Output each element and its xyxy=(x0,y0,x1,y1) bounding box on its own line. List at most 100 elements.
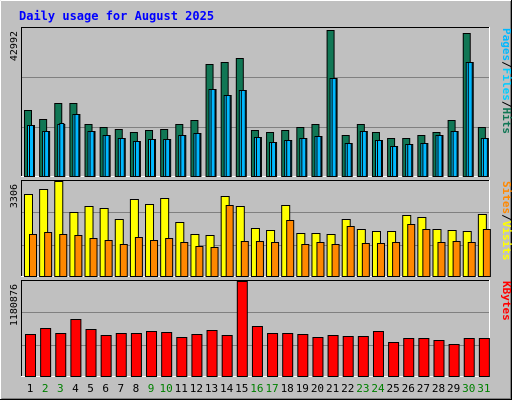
kbytes-bar xyxy=(312,337,324,377)
day-label: 7 xyxy=(117,382,124,395)
sites-bar xyxy=(331,244,340,277)
day-label: 17 xyxy=(265,382,278,395)
day-label: 4 xyxy=(72,382,79,395)
kbytes-bar xyxy=(433,340,445,377)
day-label: 20 xyxy=(311,382,324,395)
day-label: 6 xyxy=(102,382,109,395)
kbytes-bar xyxy=(388,342,400,377)
pages-bar xyxy=(195,133,201,177)
day-label: 27 xyxy=(417,382,430,395)
day-label: 31 xyxy=(477,382,490,395)
kbytes-bar xyxy=(342,336,354,377)
visits-sites-max-label: 3306 xyxy=(9,184,20,208)
sites-bar xyxy=(316,242,325,277)
pages-bar xyxy=(392,146,398,177)
kbytes-bar xyxy=(115,333,127,377)
day-label: 2 xyxy=(42,382,49,395)
kbytes-bar xyxy=(448,344,460,377)
day-label: 9 xyxy=(148,382,155,395)
visits-bar xyxy=(160,198,170,277)
kbytes-bar xyxy=(70,319,82,377)
sites-bar xyxy=(29,234,37,277)
sites-bar xyxy=(59,234,68,277)
pages-bar xyxy=(346,143,352,177)
pages-bar xyxy=(210,89,216,177)
hits-files-pages-plot-area: 42992 Pages/Files/Hits xyxy=(9,27,512,177)
kbytes-bar xyxy=(40,328,52,377)
pages-bar xyxy=(59,123,65,177)
chart-title: Daily usage for August 2025 xyxy=(19,9,214,23)
sites-bar xyxy=(195,246,204,277)
kbytes-bar xyxy=(55,333,67,377)
hits-files-pages-axis-label-part: Pages xyxy=(500,28,512,61)
pages-bar xyxy=(225,95,231,177)
sites-bar xyxy=(376,243,385,277)
pages-bar xyxy=(331,78,337,177)
pages-bar xyxy=(104,135,110,177)
sites-bar xyxy=(361,243,370,277)
sites-bar xyxy=(104,240,113,277)
pages-bar xyxy=(150,139,156,177)
sites-bar xyxy=(134,237,143,277)
day-labels: 1 2 3 4 5 6 7 8 9 10 11 12 13 14 15 16 17 18 19 20 21 22 23 24 2… xyxy=(27,382,491,395)
kbytes-plot-area: 1180876 KBytes xyxy=(9,280,512,377)
pages-bar xyxy=(452,131,458,177)
sites-bar xyxy=(392,242,401,277)
pages-bar xyxy=(74,114,80,177)
pages-bar xyxy=(89,131,95,177)
kbytes-bar xyxy=(267,333,279,377)
visits-sites-plot-area: 3306 Sites/Visits xyxy=(9,180,512,277)
hits-files-pages-max-label: 42992 xyxy=(9,31,20,61)
day-label: 30 xyxy=(462,382,475,395)
kbytes-axis-label-part: KBytes xyxy=(500,281,512,321)
visits-sites-axis-label-part: Sites xyxy=(500,181,512,214)
day-label: 26 xyxy=(402,382,415,395)
sites-bar xyxy=(301,244,310,277)
pages-bar xyxy=(437,135,443,177)
kbytes-axis-label: KBytes xyxy=(500,281,512,321)
sites-bar xyxy=(240,241,249,277)
sites-bar xyxy=(180,242,189,277)
sites-bar xyxy=(89,238,98,277)
sites-bar xyxy=(422,229,431,277)
sites-bar xyxy=(150,240,159,277)
pages-bar xyxy=(180,135,186,177)
visits-sites-axis-label-part: Visits xyxy=(500,221,512,261)
kbytes-bar xyxy=(161,332,173,377)
day-label: 11 xyxy=(175,382,188,395)
day-label: 13 xyxy=(205,382,218,395)
pages-bar xyxy=(482,138,488,177)
pages-bar xyxy=(361,131,367,177)
pages-bar xyxy=(44,131,50,177)
day-label: 10 xyxy=(160,382,173,395)
kbytes-bar xyxy=(327,335,339,377)
pages-bar xyxy=(467,62,473,177)
sites-bar xyxy=(271,242,280,277)
hits-files-pages-axis-label: Pages/Files/Hits xyxy=(500,28,512,134)
day-label: 16 xyxy=(250,382,263,395)
sites-bar xyxy=(437,242,446,277)
day-label: 15 xyxy=(235,382,248,395)
sites-bar xyxy=(119,244,128,277)
day-label: 1 xyxy=(27,382,34,395)
hits-files-pages-axis-label-part: / xyxy=(500,101,512,108)
pages-bar xyxy=(134,141,140,177)
kbytes-bar xyxy=(418,338,430,377)
visits-sites-axis-label: Sites/Visits xyxy=(500,181,512,261)
pages-bar xyxy=(422,143,428,177)
kbytes-bar xyxy=(236,281,248,377)
pages-bar xyxy=(165,139,171,177)
day-label: 12 xyxy=(190,382,203,395)
pages-bar xyxy=(255,137,261,177)
sites-bar xyxy=(225,205,234,277)
kbytes-bar xyxy=(176,337,188,377)
sites-bar xyxy=(346,226,355,277)
day-label: 21 xyxy=(326,382,339,395)
day-label: 29 xyxy=(447,382,460,395)
day-label: 3 xyxy=(57,382,64,395)
pages-bar xyxy=(29,125,34,177)
pages-bar xyxy=(286,140,292,177)
kbytes-max-label: 1180876 xyxy=(9,284,20,326)
kbytes-bar xyxy=(100,335,112,377)
